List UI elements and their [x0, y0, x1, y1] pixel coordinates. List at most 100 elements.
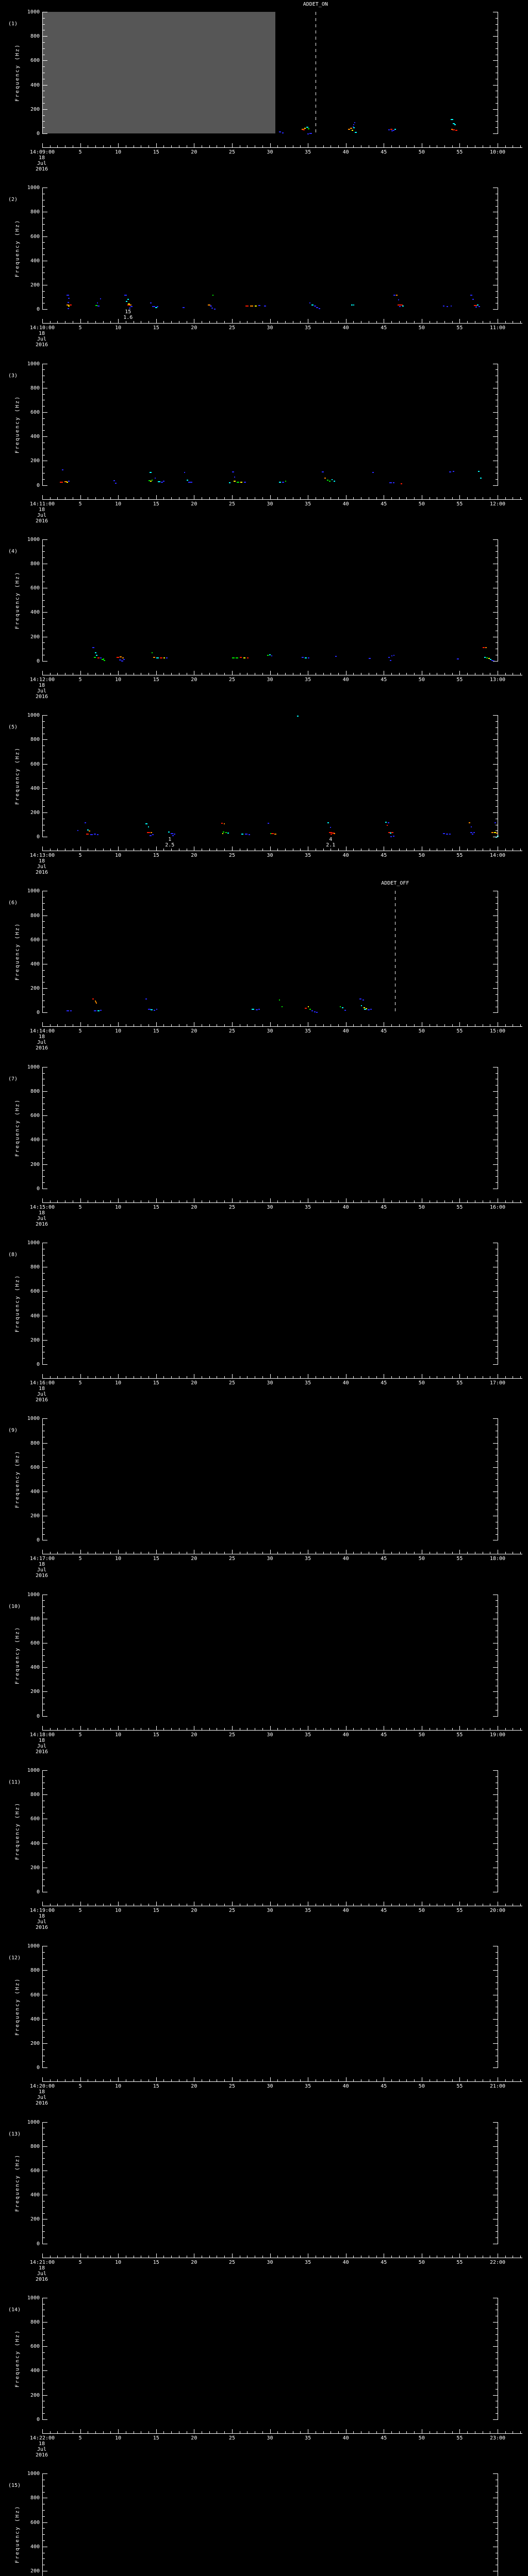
x-tick-label: 25	[228, 149, 235, 155]
x-tick	[353, 1200, 354, 1202]
x-tick	[247, 497, 248, 499]
x-tick	[42, 846, 43, 851]
scatter-point	[269, 654, 271, 655]
y-tick	[43, 1849, 45, 1850]
scatter-point	[281, 1006, 283, 1007]
panel-14: (14) Frequency (Hz) 0 200 400 600 800 1000 14:22…	[0, 2286, 528, 2462]
y-tick	[43, 1528, 45, 1529]
scatter-point	[491, 660, 493, 661]
x-tick	[103, 1024, 104, 1027]
x-tick	[406, 1903, 407, 1906]
x-tick	[444, 497, 445, 499]
y-tick	[43, 2528, 45, 2529]
y-tick	[43, 242, 45, 243]
x-date-label: 2016	[35, 1397, 48, 1403]
x-tick	[285, 672, 286, 675]
x-tick-label: 25	[228, 1028, 235, 1035]
plot-area	[42, 2122, 498, 2244]
panel-index-label: (12)	[8, 1955, 21, 1961]
x-date-label: Jul	[37, 2270, 47, 2277]
y-tick	[496, 1861, 498, 1862]
x-tick	[323, 849, 324, 851]
scatter-point	[305, 1008, 307, 1009]
x-tick	[42, 495, 43, 499]
scatter-point	[470, 832, 473, 833]
x-tick	[399, 145, 400, 147]
y-tick	[496, 2528, 498, 2529]
x-tick-label: 15	[153, 501, 159, 507]
x-tick	[232, 2253, 233, 2258]
x-tick	[163, 2079, 164, 2082]
scatter-point	[302, 129, 305, 131]
y-tick-label: 0	[36, 307, 40, 313]
y-tick	[493, 2419, 498, 2420]
x-tick-label: 20	[191, 2435, 197, 2441]
y-tick-label: 400	[30, 961, 40, 968]
x-tick	[323, 1200, 324, 1202]
scatter-point	[154, 1009, 156, 1011]
y-tick	[496, 1297, 498, 1298]
x-tick	[459, 1901, 460, 1906]
scatter-point	[255, 306, 257, 307]
y-tick	[43, 2207, 45, 2208]
x-tick-label: 40	[342, 2259, 349, 2265]
scatter-point	[282, 481, 285, 483]
left-axis	[42, 2473, 43, 2576]
scatter-point	[302, 657, 304, 658]
y-tick	[43, 2213, 45, 2214]
scatter-point	[92, 647, 95, 648]
y-tick	[43, 297, 45, 298]
x-tick	[406, 321, 407, 324]
scatter-point	[100, 657, 102, 659]
x-tick	[57, 1552, 58, 1554]
x-tick-label: 55	[456, 676, 463, 683]
scatter-point	[372, 471, 374, 473]
y-tick	[43, 988, 47, 989]
x-tick	[95, 1552, 96, 1554]
x-tick	[414, 2079, 415, 2082]
x-tick	[57, 1376, 58, 1379]
x-tick-label: 10	[115, 2259, 122, 2265]
plot-area	[42, 1418, 498, 1540]
x-tick	[171, 1903, 172, 1906]
scatter-point	[95, 305, 98, 307]
y-tick	[496, 2492, 498, 2493]
panel-1: (1) Frequency (Hz) 0 200 400 600 800 1000 14:09:…	[0, 0, 528, 176]
x-tick	[391, 1727, 392, 1730]
y-tick	[496, 2061, 498, 2062]
scatter-point	[130, 306, 133, 307]
x-tick	[505, 1727, 506, 1730]
y-tick	[493, 84, 498, 86]
scatter-point	[227, 832, 229, 834]
scatter-point	[311, 304, 314, 306]
y-tick	[43, 2164, 45, 2165]
x-tick-label: 20	[191, 2083, 197, 2090]
y-tick	[493, 1443, 498, 1444]
x-tick	[247, 145, 248, 147]
x-tick	[467, 849, 468, 851]
scatter-point	[229, 482, 231, 483]
x-tick	[406, 849, 407, 851]
x-tick	[209, 1200, 210, 1202]
y-tick	[43, 551, 45, 552]
y-tick	[43, 2540, 45, 2541]
x-tick	[300, 321, 301, 324]
y-tick	[493, 1115, 498, 1116]
x-tick-label: 15	[153, 325, 159, 331]
y-axis-title: Frequency (Hz)	[14, 43, 21, 102]
y-tick	[43, 1073, 45, 1074]
x-tick	[156, 846, 157, 851]
x-tick	[262, 145, 263, 147]
x-tick-label: 15	[153, 149, 159, 155]
x-tick-label: 50	[418, 1907, 425, 1913]
x-date-label: 18	[38, 1737, 45, 1743]
x-tick	[459, 2077, 460, 2082]
y-tick-label: 800	[30, 1792, 40, 1798]
x-tick	[209, 1727, 210, 1730]
scatter-point	[353, 127, 355, 129]
x-tick	[323, 1024, 324, 1027]
x-tick	[300, 145, 301, 147]
y-tick-label: 200	[30, 1689, 40, 1695]
y-tick	[43, 624, 45, 625]
x-tick	[338, 2255, 339, 2258]
